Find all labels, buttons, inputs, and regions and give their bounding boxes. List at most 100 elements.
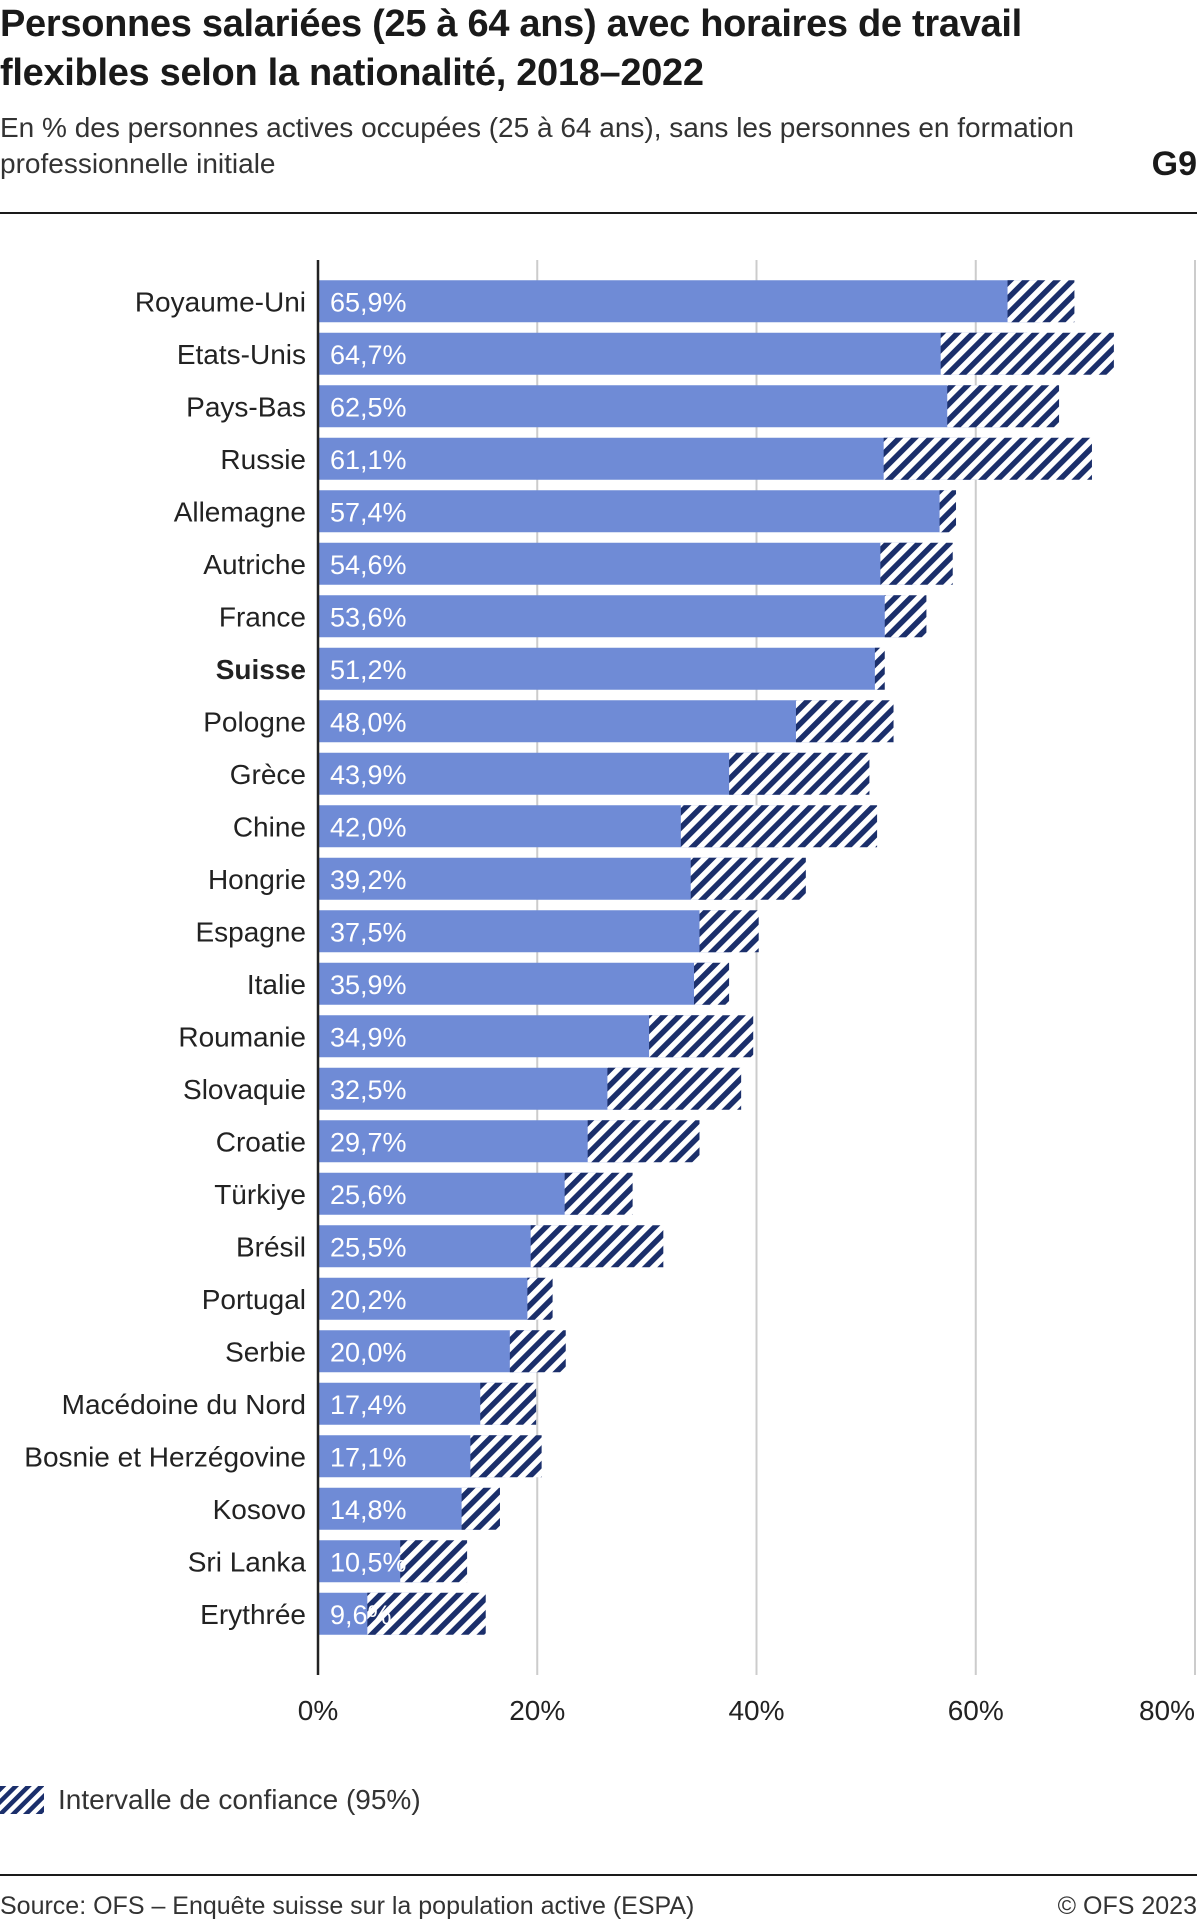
category-label: Croatie [216,1126,306,1157]
bar [318,1277,540,1320]
data-label: 64,7% [330,340,407,370]
confidence-interval [883,437,1092,480]
confidence-interval [680,805,878,848]
bar [318,1382,509,1425]
confidence-interval [874,647,885,690]
category-label: Pologne [203,706,306,737]
category-label: Allemagne [174,496,306,527]
confidence-interval [530,1225,664,1268]
bar [318,1015,701,1058]
confidence-interval [880,542,953,585]
data-label: 32,5% [330,1075,407,1105]
category-label: Etats-Unis [177,339,306,370]
bar [318,1330,538,1373]
legend-label-ci: Intervalle de confiance (95%) [58,1784,421,1815]
category-label: Brésil [236,1231,306,1262]
bar [318,1487,481,1530]
category-label: Chine [233,811,306,842]
data-label: 34,9% [330,1022,407,1052]
footer-divider [0,1874,1197,1876]
bar [318,542,917,585]
confidence-interval [527,1277,553,1320]
confidence-interval [461,1487,500,1530]
bar [318,332,1028,375]
category-label: Suisse [216,654,306,685]
category-label: Royaume-Uni [135,286,306,317]
confidence-interval [690,857,806,900]
category-label: Grèce [230,759,306,790]
confidence-interval [480,1382,537,1425]
source-note: Source: OFS – Enquête suisse sur la popu… [0,1892,695,1920]
data-label: 17,4% [330,1390,407,1420]
bar [318,647,880,690]
confidence-interval [1007,280,1075,323]
bar-chart: 65,9% Royaume-Uni 64,7% Etats-Unis 62,5% Pays… [24,260,1196,1726]
data-label: 10,5% [330,1547,407,1577]
category-label: Hongrie [208,864,306,895]
x-tick-label: 80% [1139,1695,1195,1726]
category-label: Slovaquie [183,1074,306,1105]
legend: Intervalle de confiance (95%) [0,1783,421,1817]
copyright-note: © OFS 2023 [1057,1892,1197,1920]
data-label: 48,0% [330,707,407,737]
bar [318,962,712,1005]
bar [318,752,800,795]
confidence-interval [564,1172,633,1215]
category-label: Macédoine du Nord [62,1389,306,1420]
bar [318,700,845,743]
data-label: 9,6% [330,1600,392,1630]
confidence-interval [694,962,730,1005]
confidence-interval [699,910,759,953]
data-label: 53,6% [330,602,407,632]
confidence-interval [649,1015,754,1058]
confidence-interval-swatch-icon [0,1786,44,1814]
data-label: 25,6% [330,1180,407,1210]
confidence-interval [939,490,957,533]
category-label: Pays-Bas [186,391,306,422]
confidence-interval [470,1435,542,1478]
category-label: Italie [247,969,306,1000]
data-label: 39,2% [330,865,407,895]
data-label: 43,9% [330,760,407,790]
bar [318,857,748,900]
bar [318,910,730,953]
confidence-interval [607,1067,742,1110]
bar [318,1172,599,1215]
category-label: Serbie [225,1336,306,1367]
category-label: Russie [220,444,306,475]
data-label: 65,9% [330,287,407,317]
data-label: 20,0% [330,1337,407,1367]
category-label: Portugal [202,1284,306,1315]
category-label: Erythrée [200,1599,306,1630]
confidence-interval [940,332,1114,375]
confidence-interval [729,752,870,795]
category-label: Espagne [195,916,306,947]
confidence-interval [884,595,927,638]
x-tick-label: 60% [948,1695,1004,1726]
data-label: 51,2% [330,655,407,685]
bar [318,490,948,533]
confidence-interval [509,1330,566,1373]
data-label: 54,6% [330,550,407,580]
chart-subtitle: En % des personnes actives occupées (25 … [0,112,1074,179]
bar [318,280,1041,323]
category-label: Roumanie [178,1021,306,1052]
x-tick-label: 20% [509,1695,565,1726]
category-label: Autriche [203,549,306,580]
x-tick-label: 40% [728,1695,784,1726]
data-label: 37,5% [330,917,407,947]
graph-number: G9 [1151,145,1197,183]
category-label: France [219,601,306,632]
data-label: 20,2% [330,1285,407,1315]
data-label: 61,1% [330,445,407,475]
category-label: Sri Lanka [188,1546,307,1577]
bar [318,385,1004,428]
data-label: 17,1% [330,1442,407,1472]
data-label: 35,9% [330,970,407,1000]
confidence-interval [947,385,1060,428]
chart-title: Personnes salariées (25 à 64 ans) avec h… [0,3,1022,94]
data-label: 62,5% [330,392,407,422]
x-tick-label: 0% [298,1695,338,1726]
data-label: 25,5% [330,1232,407,1262]
data-label: 29,7% [330,1127,407,1157]
